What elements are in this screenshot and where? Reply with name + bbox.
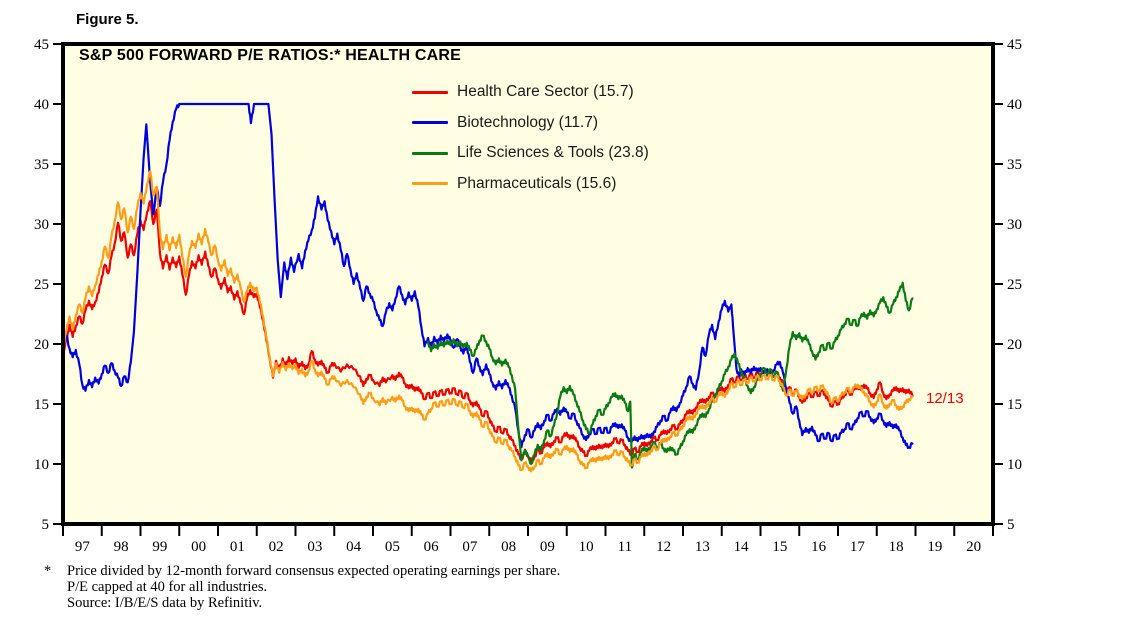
- y-axis-tick-label-left: 35: [34, 157, 49, 173]
- y-axis-tick-label-left: 20: [34, 337, 49, 353]
- legend-item-biotechnology: Biotechnology (11.7): [412, 108, 649, 139]
- series-line-life-sciences-tools: [426, 281, 914, 469]
- legend-label-health-care: Health Care Sector (15.7): [457, 83, 634, 101]
- y-axis-tick-label-left: 30: [34, 217, 49, 233]
- legend-label-pharmaceuticals: Pharmaceuticals (15.6): [457, 174, 617, 192]
- footnote: * Price divided by 12-month forward cons…: [44, 563, 560, 611]
- x-axis-tick-label: 07: [462, 539, 478, 555]
- figure-label: Figure 5.: [76, 11, 139, 28]
- legend-label-life-sciences: Life Sciences & Tools (23.8): [457, 144, 649, 162]
- y-axis-tick-label-right: 35: [1007, 157, 1022, 173]
- legend-item-pharmaceuticals: Pharmaceuticals (15.6): [412, 169, 649, 200]
- chart-title: S&P 500 FORWARD P/E RATIOS:* HEALTH CARE: [79, 47, 461, 64]
- x-axis-tick-label: 98: [114, 539, 129, 555]
- legend: Health Care Sector (15.7) Biotechnology …: [412, 77, 649, 199]
- y-axis-tick-label-left: 10: [34, 457, 49, 473]
- x-axis-tick-label: 11: [618, 539, 632, 555]
- x-axis-tick-label: 18: [889, 539, 904, 555]
- y-axis-tick-label-right: 40: [1007, 97, 1022, 113]
- y-axis-tick-label-left: 5: [42, 517, 50, 533]
- x-axis-tick-label: 04: [346, 539, 362, 555]
- x-axis-tick-label: 09: [540, 539, 555, 555]
- y-axis-tick-label-right: 30: [1007, 217, 1022, 233]
- x-axis-tick-label: 10: [579, 539, 594, 555]
- x-axis-tick-label: 16: [811, 539, 827, 555]
- legend-item-health-care: Health Care Sector (15.7): [412, 77, 649, 108]
- x-axis-tick-label: 17: [850, 539, 866, 555]
- footnote-line-3: Source: I/B/E/S data by Refinitiv.: [67, 595, 263, 611]
- y-axis-tick-label-right: 45: [1007, 37, 1022, 53]
- footnote-line-2: P/E capped at 40 for all industries.: [67, 579, 268, 595]
- x-axis-tick-label: 12: [656, 539, 671, 555]
- x-axis-tick-label: 19: [927, 539, 942, 555]
- y-axis-tick-label-right: 20: [1007, 337, 1022, 353]
- footnote-line-1: Price divided by 12-month forward consen…: [67, 563, 561, 579]
- y-axis-tick-label-left: 40: [34, 97, 49, 113]
- legend-swatch-health-care: [412, 90, 448, 94]
- x-axis-tick-label: 05: [385, 539, 400, 555]
- x-axis-tick-label: 06: [424, 539, 440, 555]
- footnote-asterisk: *: [44, 563, 52, 579]
- y-axis-tick-label-left: 15: [34, 397, 49, 413]
- y-axis-tick-label-right: 25: [1007, 277, 1022, 293]
- date-annotation: 12/13: [926, 390, 964, 407]
- x-axis-tick-label: 08: [501, 539, 516, 555]
- y-axis-tick-label-left: 45: [34, 37, 49, 53]
- x-axis-tick-label: 99: [152, 539, 167, 555]
- legend-item-life-sciences: Life Sciences & Tools (23.8): [412, 138, 649, 169]
- x-axis-tick-label: 01: [230, 539, 245, 555]
- y-axis-tick-label-right: 15: [1007, 397, 1022, 413]
- x-axis-tick-label: 15: [772, 539, 787, 555]
- x-axis-tick-label: 14: [734, 539, 750, 555]
- legend-swatch-pharmaceuticals: [412, 182, 448, 186]
- legend-label-biotechnology: Biotechnology (11.7): [457, 113, 599, 131]
- x-axis-tick-label: 02: [269, 539, 284, 555]
- y-axis-tick-label-left: 25: [34, 277, 49, 293]
- x-axis-tick-label: 00: [191, 539, 206, 555]
- x-axis-tick-label: 03: [307, 539, 322, 555]
- x-axis-tick-label: 20: [966, 539, 981, 555]
- series-line-pharmaceuticals: [65, 170, 914, 473]
- y-axis-tick-label-right: 10: [1007, 457, 1022, 473]
- y-axis-tick-label-right: 5: [1007, 517, 1015, 533]
- x-axis-tick-label: 97: [75, 539, 91, 555]
- legend-swatch-biotechnology: [412, 121, 448, 125]
- x-axis-tick-label: 13: [695, 539, 710, 555]
- legend-swatch-life-sciences: [412, 151, 448, 155]
